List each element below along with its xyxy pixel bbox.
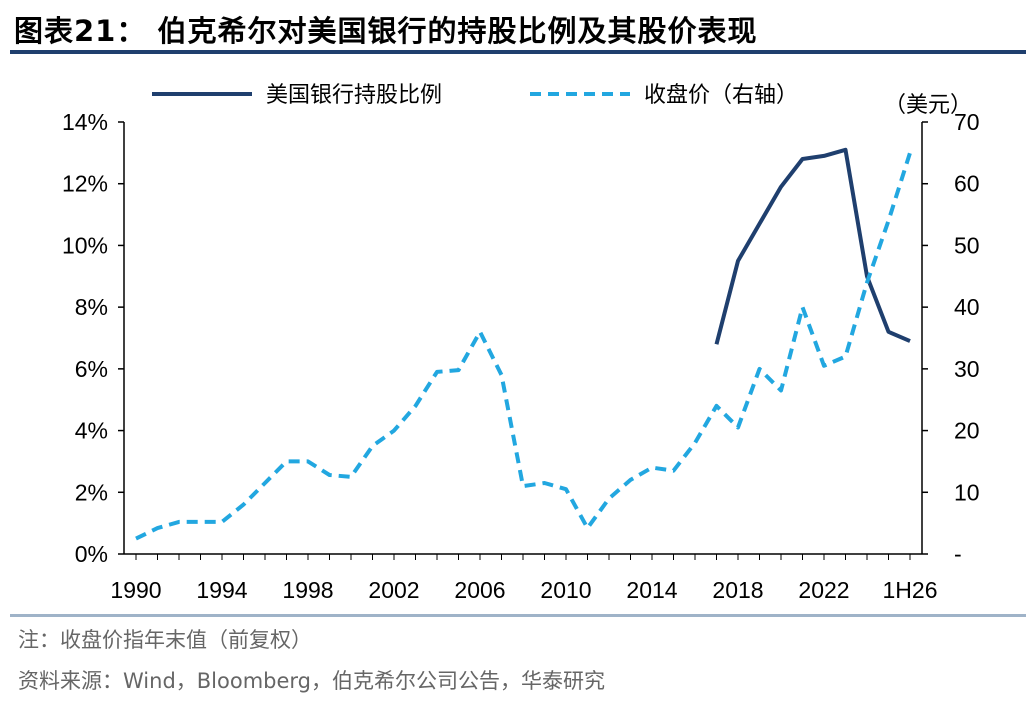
plot-area: 0% 2% 4% 6% 8% 10% 12% 14% - 10 20 30 40 50 60 70（美元） 19… <box>62 83 980 603</box>
chart-note: 注：收盘价指年末值（前复权） <box>18 628 312 652</box>
x-axis-tick-label: 1994 <box>196 577 247 603</box>
left-axis-tick-label: 10% <box>62 232 108 258</box>
series-line-ownership <box>714 147 911 345</box>
left-axis-tick-label: 4% <box>75 418 108 444</box>
left-axis-tick-label: 2% <box>75 479 108 505</box>
x-axis-tick-label: 1H26 <box>883 577 938 603</box>
right-axis-tick-label: 40 <box>954 294 980 320</box>
x-axis-tick-label: 2018 <box>712 577 763 603</box>
x-axis-tick-label: 1998 <box>282 577 333 603</box>
legend-label-ownership: 美国银行持股比例 <box>266 83 442 108</box>
legend-label-price: 收盘价（右轴） <box>644 83 798 108</box>
chart-source: 资料来源：Wind，Bloomberg，伯克希尔公司公告，华泰研究 <box>18 669 606 693</box>
left-axis-tick-label: 6% <box>75 356 108 382</box>
x-axis-tick-label: 1990 <box>110 577 161 603</box>
left-axis-tick-label: 8% <box>75 294 108 320</box>
right-axis-tick-label: 30 <box>954 356 980 382</box>
right-axis-tick-label: 20 <box>954 418 980 444</box>
title-rule <box>10 50 1026 54</box>
chart-title: 图表21： 伯克希尔对美国银行的持股比例及其股价表现 <box>14 14 758 48</box>
right-axis-tick-label: - <box>954 541 962 567</box>
right-axis-tick-label: 70 <box>954 109 980 135</box>
line-chart: 0% 2% 4% 6% 8% 10% 12% 14% - 10 20 30 40 50 60 70（美元） 19… <box>62 83 980 603</box>
right-axis-unit: （美元） <box>884 93 972 118</box>
right-axis-tick-label: 60 <box>954 171 980 197</box>
x-axis-tick-label: 2010 <box>540 577 591 603</box>
series-line-price <box>135 152 912 541</box>
left-axis-tick-label: 14% <box>62 109 108 135</box>
right-axis-tick-label: 10 <box>954 479 980 505</box>
x-axis-tick-label: 2014 <box>626 577 677 603</box>
x-axis-tick-label: 2002 <box>368 577 419 603</box>
x-axis-tick-label: 2006 <box>454 577 505 603</box>
x-axis-tick-label: 2022 <box>798 577 849 603</box>
right-axis-tick-label: 50 <box>954 232 980 258</box>
left-axis-tick-label: 12% <box>62 171 108 197</box>
left-axis-tick-label: 0% <box>75 541 108 567</box>
footer-rule <box>10 614 1026 617</box>
